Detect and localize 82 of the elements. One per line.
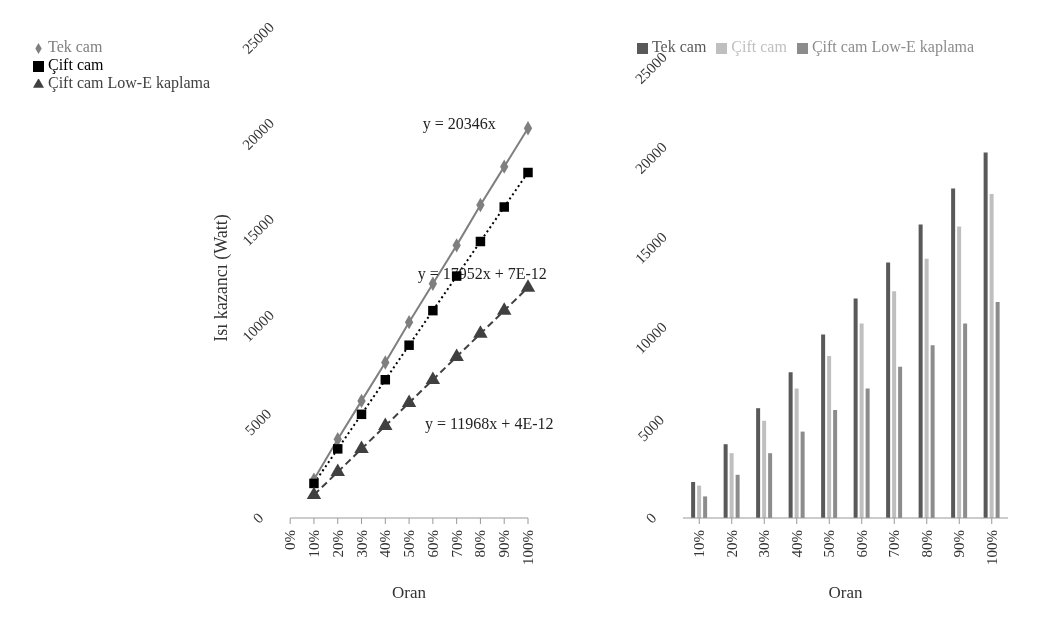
bar: [827, 356, 832, 518]
bar: [951, 188, 956, 518]
point: [499, 202, 509, 212]
x-tick-label: 80%: [918, 530, 935, 558]
bar: [691, 482, 696, 518]
point: [473, 325, 488, 338]
y-tick-label: 0: [642, 509, 660, 527]
point: [428, 305, 438, 316]
bar: [918, 224, 923, 518]
x-tick-label: 50%: [821, 530, 838, 558]
bar: [788, 372, 793, 518]
x-tick-label: 0%: [282, 530, 299, 550]
x-axis-title: Oran: [392, 583, 427, 602]
legend-label: Çift cam: [48, 56, 104, 73]
point: [356, 409, 367, 420]
bar: [957, 226, 962, 518]
point: [306, 486, 322, 500]
y-tick-label: 0: [249, 509, 267, 527]
x-tick-label: 30%: [756, 530, 773, 558]
bar: [995, 302, 1000, 518]
point: [332, 444, 343, 454]
y-axis-title: Isı kazancı (Watt): [210, 214, 232, 342]
bar: [735, 474, 740, 518]
point: [401, 394, 417, 407]
point: [497, 302, 512, 315]
point: [309, 478, 319, 489]
bar: [833, 410, 838, 518]
bar: [794, 388, 799, 518]
x-tick-label: 60%: [424, 530, 441, 558]
bar: [768, 453, 773, 518]
point: [404, 340, 414, 350]
bar: [983, 152, 988, 518]
x-tick-label: 90%: [951, 530, 968, 558]
bar: [892, 291, 897, 518]
bar: [963, 323, 968, 518]
bar: [859, 323, 864, 518]
bar: [853, 298, 858, 518]
point: [449, 348, 464, 361]
annotation: y = 20346x: [422, 114, 496, 133]
x-tick-label: 40%: [788, 530, 805, 558]
x-tick-label: 20%: [329, 530, 346, 558]
x-tick-label: 100%: [983, 530, 1000, 565]
bar: [697, 485, 702, 518]
legend-label: Çift cam Low-E kaplama: [811, 38, 975, 55]
bar: [821, 334, 826, 518]
bar: [930, 345, 935, 518]
point: [520, 279, 536, 292]
bar: [989, 194, 994, 518]
annotation: y = 11968x + 4E-12: [424, 414, 554, 433]
point: [330, 463, 345, 477]
point: [475, 236, 486, 247]
bar: [729, 453, 734, 518]
point: [425, 371, 441, 384]
x-tick-label: 50%: [401, 530, 418, 558]
bar: [703, 496, 708, 518]
x-axis-title: Oran: [828, 583, 863, 602]
bar: [723, 444, 728, 518]
point: [523, 167, 533, 178]
bar: [924, 258, 929, 518]
legend-label: Çift cam: [731, 38, 787, 55]
x-tick-label: 10%: [305, 530, 322, 558]
x-tick-label: 90%: [496, 530, 513, 558]
x-tick-label: 30%: [353, 530, 370, 558]
x-tick-label: 100%: [520, 530, 536, 565]
x-tick-label: 70%: [886, 530, 903, 558]
legend-label: Çift cam Low-E kaplama: [48, 74, 211, 91]
bar: [886, 262, 891, 518]
bar: [800, 431, 805, 518]
x-tick-label: 60%: [853, 530, 870, 558]
legend-label: Tek cam: [48, 38, 103, 55]
bar: [756, 408, 761, 518]
x-tick-label: 20%: [723, 530, 740, 558]
x-tick-label: 40%: [377, 530, 394, 558]
bar: [898, 366, 903, 518]
bar: [762, 420, 767, 518]
point: [378, 417, 393, 430]
bar: [865, 388, 870, 518]
x-tick-label: 10%: [691, 530, 708, 558]
x-tick-label: 70%: [448, 530, 465, 558]
point: [380, 375, 391, 385]
x-tick-label: 80%: [472, 530, 489, 558]
point: [354, 440, 369, 454]
